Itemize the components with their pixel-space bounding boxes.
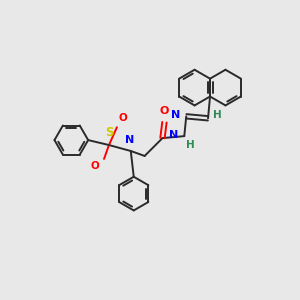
Text: O: O — [90, 161, 99, 171]
Text: N: N — [125, 135, 134, 145]
Text: H: H — [213, 110, 222, 120]
Text: H: H — [186, 140, 195, 150]
Text: N: N — [169, 130, 178, 140]
Text: O: O — [119, 113, 128, 123]
Text: O: O — [160, 106, 169, 116]
Text: S: S — [105, 126, 113, 139]
Text: N: N — [171, 110, 180, 120]
